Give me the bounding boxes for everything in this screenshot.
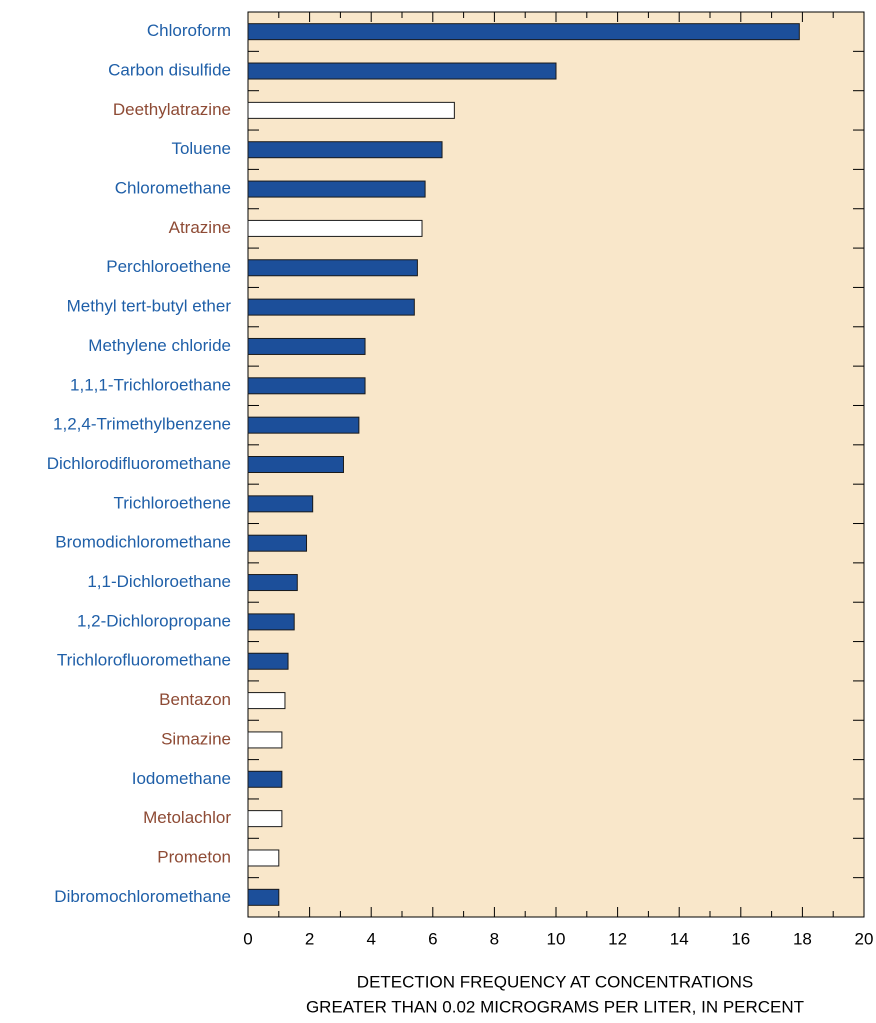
category-label: Trichloroethene — [114, 493, 232, 512]
x-tick-label: 16 — [731, 929, 750, 948]
category-label: Bromodichloromethane — [55, 533, 231, 552]
bar — [247, 141, 443, 159]
category-label: Deethylatrazine — [113, 100, 231, 119]
category-label: Trichlorofluoromethane — [57, 651, 231, 670]
bar — [247, 810, 283, 828]
x-tick-label: 4 — [366, 929, 375, 948]
category-label: Prometon — [157, 847, 231, 866]
category-label: Atrazine — [169, 218, 231, 237]
plot-area — [247, 11, 865, 918]
category-label: 1,1-Dichloroethane — [87, 572, 231, 591]
bar — [247, 377, 366, 395]
bar — [247, 888, 280, 906]
x-tick-label: 18 — [793, 929, 812, 948]
category-label: Bentazon — [159, 690, 231, 709]
x-axis-label: DETECTION FREQUENCY AT CONCENTRATIONS — [357, 972, 753, 991]
bar — [247, 613, 295, 631]
bar — [247, 337, 366, 355]
category-label: Methyl tert-butyl ether — [67, 297, 232, 316]
x-tick-label: 6 — [428, 929, 437, 948]
category-label: Dichlorodifluoromethane — [47, 454, 231, 473]
x-tick-label: 20 — [855, 929, 874, 948]
bar — [247, 259, 418, 277]
bar — [247, 62, 557, 80]
x-tick-label: 8 — [490, 929, 499, 948]
category-label: Toluene — [171, 139, 231, 158]
bar — [247, 456, 344, 473]
bar — [247, 23, 800, 41]
category-label: 1,2-Dichloropropane — [77, 611, 231, 630]
bar — [247, 219, 423, 237]
category-label: Metolachlor — [143, 808, 231, 827]
bar — [247, 652, 289, 670]
category-label: 1,1,1-Trichloroethane — [70, 375, 231, 394]
x-tick-label: 14 — [670, 929, 689, 948]
category-label: Carbon disulfide — [108, 61, 231, 80]
category-label: Chloromethane — [115, 179, 231, 198]
bar — [247, 416, 360, 434]
x-tick-label: 0 — [243, 929, 252, 948]
x-axis-label: GREATER THAN 0.02 MICROGRAMS PER LITER, … — [306, 997, 804, 1016]
bar — [247, 849, 280, 867]
category-label: Chloroform — [147, 21, 231, 40]
bar — [247, 495, 314, 513]
bar — [247, 101, 455, 119]
category-label: Perchloroethene — [106, 257, 231, 276]
category-label: Iodomethane — [132, 769, 231, 788]
x-tick-label: 12 — [608, 929, 627, 948]
bar — [247, 770, 283, 788]
x-tick-label: 10 — [547, 929, 566, 948]
bar — [247, 692, 286, 710]
bar — [247, 180, 426, 198]
x-tick-label: 2 — [305, 929, 314, 948]
category-label: 1,2,4-Trimethylbenzene — [53, 415, 231, 434]
bar — [247, 298, 415, 316]
category-label: Dibromochloromethane — [54, 887, 231, 906]
category-label: Methylene chloride — [88, 336, 231, 355]
bar — [247, 731, 283, 749]
category-label: Simazine — [161, 729, 231, 748]
bar — [247, 534, 308, 552]
bar — [247, 574, 298, 592]
